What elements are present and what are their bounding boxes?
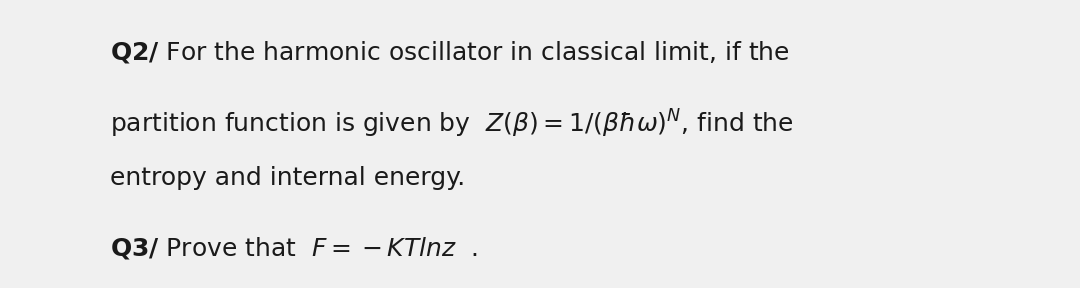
Text: partition function is given by  $Z(\beta) = 1/(\beta\hbar\omega)^N$, find the: partition function is given by $Z(\beta)… bbox=[110, 108, 794, 140]
Text: entropy and internal energy.: entropy and internal energy. bbox=[110, 166, 465, 190]
Text: $\mathbf{Q3/}$ Prove that  $F =  -KT\mathit{ln}z$  .: $\mathbf{Q3/}$ Prove that $F = -KT\mathi… bbox=[110, 235, 477, 261]
Text: $\mathbf{Q2/}$ For the harmonic oscillator in classical limit, if the: $\mathbf{Q2/}$ For the harmonic oscillat… bbox=[110, 39, 789, 65]
